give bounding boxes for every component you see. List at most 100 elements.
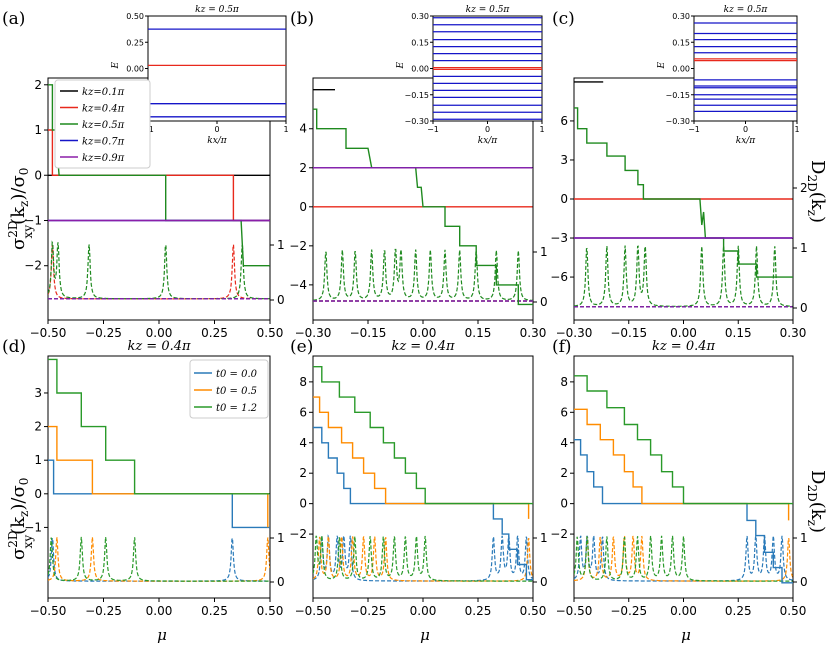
inset-x-tick-label: 1: [794, 125, 799, 134]
inset-title: kz = 0.5π: [466, 5, 511, 15]
legend-label: kz=0.7π: [82, 137, 125, 148]
x-tick-label: 0.00: [410, 604, 437, 618]
dos-curve: [313, 248, 533, 301]
panel-b: −0.30 −0.15 0.00 0.15 0.30 4 2 0 −2 −4 1 0: [289, 77, 548, 340]
inset-frame: [432, 15, 543, 122]
y-tick-label: 0: [299, 497, 307, 511]
plot-area: [48, 358, 270, 582]
y-tick-label: 4: [299, 122, 307, 136]
panel-letter-e: (e): [290, 337, 313, 357]
legend-label: kz=0.4π: [82, 104, 125, 115]
sigma-curve: [48, 425, 269, 528]
inset-y-tick-label: 0.00: [411, 65, 429, 74]
sigma-curve: [48, 358, 270, 495]
panel-e: −0.50 −0.25 0.00 0.25 0.50 8 6 4 2 0 −2 1 0 kz = 0.4π: [289, 339, 547, 618]
y-tick-label: 0: [560, 192, 568, 206]
x-tick-label: −0.25: [350, 604, 387, 618]
ylabel-top: σ2Dxy(kz)/σ0: [6, 168, 35, 250]
right-label-bottom: D2D(kz): [805, 470, 828, 533]
inset-y-tick-label: 0.00: [672, 65, 690, 74]
legend-box: [189, 359, 269, 419]
x-tick-label: 0.00: [670, 604, 697, 618]
x-tick-label: −0.50: [30, 326, 67, 340]
inset-y-tick-label: −0.15: [404, 91, 429, 100]
panel-letter-f: (f): [552, 337, 572, 357]
legend-label: t0 = 1.2: [216, 403, 257, 414]
right-tick-label: 2: [800, 181, 808, 195]
right-tick-label: 1: [800, 241, 808, 255]
inset-x-tick-label: −1: [688, 125, 700, 134]
y-tick-label: 6: [560, 405, 568, 419]
x-tick-label: 0.15: [465, 326, 492, 340]
right-tick-label: 0: [277, 293, 285, 307]
legend-label: kz=0.1π: [82, 87, 125, 98]
inset-x-tick-label: 0: [214, 125, 219, 134]
x-tick-label: 0.25: [465, 604, 492, 618]
sigma-curve: [313, 396, 530, 519]
inset-x-tick-label: 0: [485, 125, 490, 134]
y-tick-label: −2: [24, 259, 42, 273]
ylabel-bottom: σ2Dxy(kz)/σ0: [6, 478, 35, 560]
panel-a: −0.50 −0.25 0.00 0.25 0.50 2 1 0 −1 −2 1 0: [24, 77, 285, 340]
inset-x-tick-label: 1: [283, 125, 288, 134]
xlabel-e: μ: [420, 626, 430, 644]
x-tick-label: 0.50: [257, 604, 284, 618]
inset-y-tick-label: 0.15: [672, 38, 690, 47]
panel-letter-d: (d): [2, 337, 26, 357]
right-tick-label: 0: [540, 575, 548, 589]
y-tick-label: −1: [24, 520, 42, 534]
right-tick-label: 0: [277, 575, 285, 589]
y-tick-label: 4: [560, 436, 568, 450]
inset-y-tick-label: 0.50: [126, 12, 144, 21]
x-tick-label: 0.25: [725, 604, 752, 618]
legend-label: t0 = 0.0: [216, 369, 258, 380]
y-tick-label: 0: [560, 497, 568, 511]
sigma-curve: [574, 375, 793, 505]
sigma-curve: [574, 107, 793, 278]
y-tick-label: 0: [299, 200, 307, 214]
plot-area: [313, 366, 533, 582]
legend-label: kz=0.5π: [82, 120, 125, 131]
y-tick-label: 6: [560, 114, 568, 128]
x-tick-label: −0.25: [85, 604, 122, 618]
y-tick-label: −2: [289, 527, 307, 541]
legend-label: t0 = 0.5: [216, 386, 257, 397]
inset-y-tick-label: −0.15: [665, 91, 690, 100]
inset-y-tick-label: 0.15: [411, 38, 429, 47]
plot-area: [48, 84, 270, 300]
inset-xlabel: kx/π: [478, 136, 499, 146]
dos-curve: [574, 245, 793, 307]
y-tick-label: 8: [299, 375, 307, 389]
y-tick-label: 2: [299, 161, 307, 175]
x-tick-label: 0.00: [146, 604, 173, 618]
inset-b: 0.30 0.15 0.00 −0.15 −0.30−1 0 1 kz = 0.5π kx/π E: [396, 5, 545, 146]
y-tick-label: 4: [299, 436, 307, 450]
dos-curve: [574, 535, 793, 582]
y-tick-label: −2: [550, 527, 568, 541]
plot-area: [574, 375, 793, 584]
inset-y-tick-label: 0.30: [411, 12, 429, 21]
x-tick-label: 0.25: [201, 326, 228, 340]
plot-area: [313, 89, 533, 306]
right-tick-label: 1: [540, 531, 548, 545]
panel-title: kz = 0.4π: [652, 339, 716, 354]
right-tick-label: 0: [800, 301, 808, 315]
panel-letter-a: (a): [2, 9, 25, 29]
y-tick-label: 8: [560, 375, 568, 389]
x-tick-label: 0.30: [520, 326, 547, 340]
y-tick-label: 3: [560, 153, 568, 167]
inset-ylabel: E: [657, 62, 667, 70]
inset-frame: [147, 15, 287, 122]
x-tick-label: 0.50: [257, 326, 284, 340]
dos-curve: [313, 536, 533, 582]
right-tick-label: 0: [800, 575, 808, 589]
x-tick-label: −0.30: [295, 326, 332, 340]
inset-title: kz = 0.5π: [724, 5, 769, 15]
x-tick-label: 0.50: [520, 604, 547, 618]
inset-title: kz = 0.5π: [195, 5, 240, 15]
inset-y-tick-label: 0.25: [126, 38, 144, 47]
right-tick-label: 0: [540, 295, 548, 309]
inset-xlabel: kx/π: [736, 136, 757, 146]
y-tick-label: −1: [24, 213, 42, 227]
right-tick-label: 1: [277, 238, 285, 252]
